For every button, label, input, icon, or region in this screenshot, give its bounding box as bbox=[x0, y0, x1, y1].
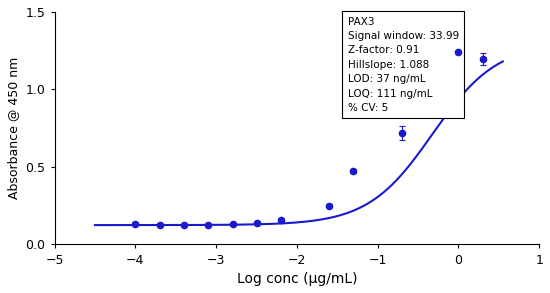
X-axis label: Log conc (μg/mL): Log conc (μg/mL) bbox=[236, 272, 357, 286]
Y-axis label: Absorbance @ 450 nm: Absorbance @ 450 nm bbox=[7, 57, 20, 199]
Text: PAX3
Signal window: 33.99
Z-factor: 0.91
Hillslope: 1.088
LOD: 37 ng/mL
LOQ: 111: PAX3 Signal window: 33.99 Z-factor: 0.91… bbox=[348, 17, 459, 113]
